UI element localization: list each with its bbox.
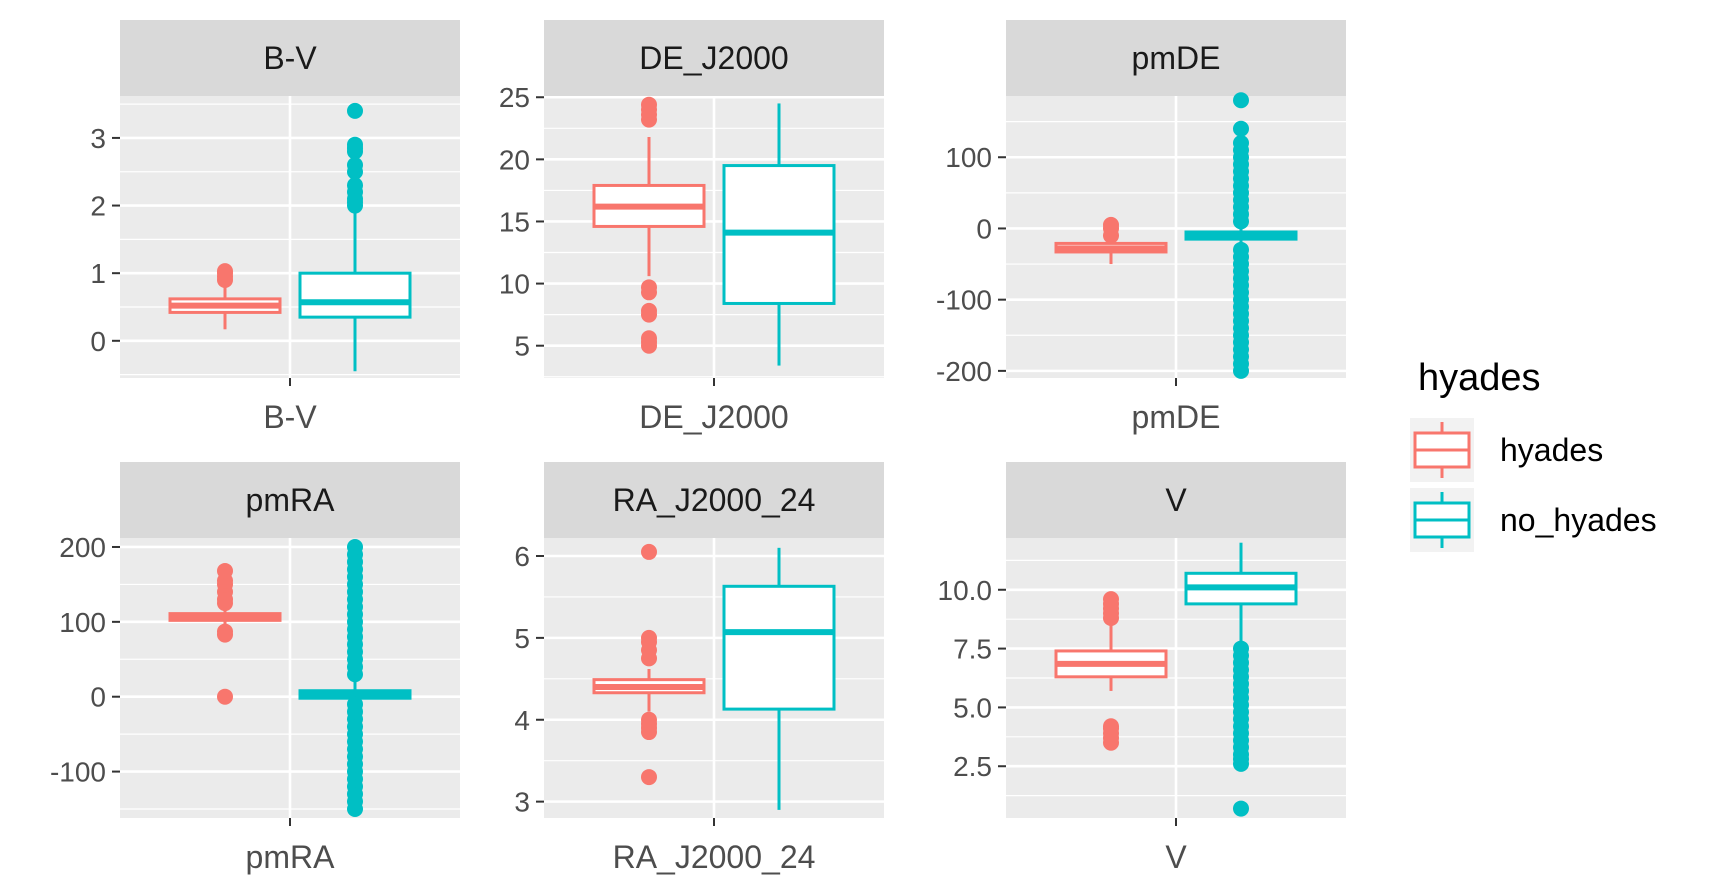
y-tick-label: 100 bbox=[945, 142, 992, 173]
outlier-point bbox=[217, 623, 233, 640]
outlier-point bbox=[347, 177, 363, 194]
y-tick-label: 3 bbox=[90, 123, 106, 154]
box-hyades bbox=[1054, 216, 1168, 265]
y-tick-label: 0 bbox=[90, 326, 106, 357]
box-no_hyades bbox=[1184, 92, 1298, 379]
strip-background bbox=[1006, 20, 1346, 96]
y-tick-label: 200 bbox=[59, 532, 106, 563]
outlier-point bbox=[641, 330, 657, 347]
y-tick-label: 20 bbox=[499, 144, 530, 175]
y-tick-label: 3 bbox=[514, 787, 530, 818]
legend-label: no_hyades bbox=[1500, 502, 1657, 538]
box-hyades bbox=[1054, 591, 1168, 751]
outlier-point bbox=[347, 156, 363, 173]
box-hyades bbox=[592, 96, 706, 354]
outlier-point bbox=[347, 696, 363, 713]
box-iqr bbox=[722, 584, 836, 711]
outlier-point bbox=[641, 279, 657, 296]
outlier-point bbox=[1103, 591, 1119, 608]
outlier-point bbox=[1233, 120, 1249, 137]
outlier-point bbox=[347, 102, 363, 119]
facet-panel-RA_J2000_24: RA_J2000_24 3 4 5 6 RA_J2000_24 bbox=[514, 462, 884, 875]
outlier-point bbox=[641, 543, 657, 560]
strip-label: B-V bbox=[263, 40, 317, 76]
box-no_hyades bbox=[298, 538, 412, 818]
box-hyades bbox=[592, 543, 706, 786]
strip-label: V bbox=[1165, 482, 1187, 518]
outlier-point bbox=[641, 769, 657, 786]
outlier-point bbox=[1233, 800, 1249, 817]
outlier-point bbox=[1233, 92, 1249, 109]
y-tick-label: 2 bbox=[90, 191, 106, 222]
legend-label: hyades bbox=[1500, 432, 1603, 468]
y-tick-label: 0 bbox=[90, 682, 106, 713]
strip-background bbox=[1006, 462, 1346, 538]
strip-background bbox=[120, 462, 460, 538]
strip-label: pmRA bbox=[246, 482, 336, 518]
outlier-point bbox=[641, 629, 657, 646]
outlier-point bbox=[347, 538, 363, 555]
strip-background bbox=[120, 20, 460, 96]
y-tick-label: 15 bbox=[499, 206, 530, 237]
strip-label: DE_J2000 bbox=[639, 40, 788, 76]
legend-item-no_hyades: no_hyades bbox=[1410, 488, 1657, 552]
outlier-point bbox=[217, 263, 233, 280]
y-tick-label: 1 bbox=[90, 258, 106, 289]
y-tick-label: -100 bbox=[50, 757, 106, 788]
strip-label: pmDE bbox=[1132, 40, 1221, 76]
legend: hyades hyades no_hyades bbox=[1410, 357, 1657, 552]
legend-title: hyades bbox=[1418, 357, 1541, 399]
outlier-point bbox=[1103, 216, 1119, 233]
box-iqr bbox=[298, 271, 412, 319]
facet-panel-pmRA: pmRA -100 0 100 200 pmRA bbox=[50, 462, 460, 875]
y-tick-label: -100 bbox=[936, 285, 992, 316]
strip-label: RA_J2000_24 bbox=[613, 482, 816, 518]
strip-background bbox=[544, 462, 884, 538]
outlier-point bbox=[641, 711, 657, 728]
y-tick-label: 5 bbox=[514, 623, 530, 654]
outlier-point bbox=[217, 562, 233, 579]
legend-items: hyades no_hyades bbox=[1410, 418, 1657, 552]
y-tick-label: 4 bbox=[514, 705, 530, 736]
x-tick-label: pmDE bbox=[1132, 399, 1221, 435]
legend-item-hyades: hyades bbox=[1410, 418, 1603, 482]
outlier-point bbox=[641, 96, 657, 113]
y-tick-label: 100 bbox=[59, 607, 106, 638]
x-tick-label: RA_J2000_24 bbox=[613, 839, 816, 875]
y-tick-label: 7.5 bbox=[953, 634, 992, 665]
outlier-point bbox=[1103, 718, 1119, 735]
y-tick-label: 5 bbox=[514, 331, 530, 362]
outlier-point bbox=[347, 136, 363, 153]
box-no_hyades bbox=[298, 102, 412, 372]
box-hyades bbox=[168, 263, 282, 330]
outlier-point bbox=[217, 688, 233, 705]
facet-panel-B-V: B-V 0 1 2 3 B-V bbox=[90, 20, 460, 435]
y-tick-label: 10.0 bbox=[938, 575, 993, 606]
box-hyades bbox=[168, 562, 282, 705]
box-no_hyades bbox=[1184, 542, 1298, 817]
x-tick-label: V bbox=[1165, 839, 1187, 875]
outlier-point bbox=[1233, 241, 1249, 258]
outlier-point bbox=[1233, 640, 1249, 657]
x-tick-label: pmRA bbox=[246, 839, 336, 875]
y-tick-label: 0 bbox=[976, 213, 992, 244]
y-tick-label: -200 bbox=[936, 356, 992, 387]
y-tick-label: 25 bbox=[499, 82, 530, 113]
box-no_hyades bbox=[722, 547, 836, 810]
facet-panel-DE_J2000: DE_J2000 5 10 15 20 25 DE_J2000 bbox=[499, 20, 884, 435]
x-tick-label: DE_J2000 bbox=[639, 399, 788, 435]
y-tick-label: 10 bbox=[499, 269, 530, 300]
outlier-point bbox=[641, 302, 657, 319]
facet-panel-V: V 2.5 5.0 7.5 10.0 V bbox=[938, 462, 1346, 875]
outlier-point bbox=[1233, 135, 1249, 151]
box-no_hyades bbox=[722, 103, 836, 366]
facet-panels: B-V 0 1 2 3 B-V DE_J2000 5 10 15 20 25 DE_J2000 pmDE -… bbox=[50, 20, 1346, 875]
y-tick-label: 5.0 bbox=[953, 692, 992, 723]
x-tick-label: B-V bbox=[263, 399, 317, 435]
y-tick-label: 6 bbox=[514, 541, 530, 572]
y-tick-label: 2.5 bbox=[953, 751, 992, 782]
facet-panel-pmDE: pmDE -200 -100 0 100 pmDE bbox=[936, 20, 1346, 435]
strip-background bbox=[544, 20, 884, 96]
